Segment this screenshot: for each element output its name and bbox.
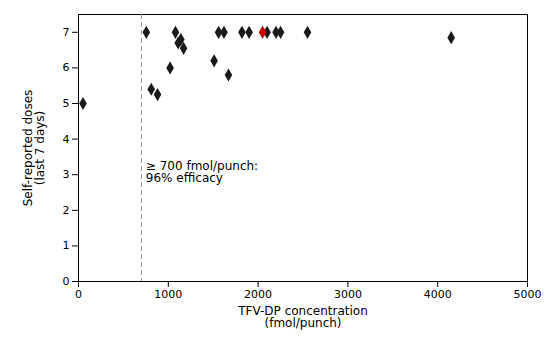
svg-text:1: 1 xyxy=(63,239,70,252)
svg-text:2000: 2000 xyxy=(244,288,272,301)
svg-text:TFV-DP concentration(fmol/punc: TFV-DP concentration(fmol/punch) xyxy=(237,304,367,330)
svg-text:4000: 4000 xyxy=(424,288,452,301)
svg-text:3000: 3000 xyxy=(334,288,362,301)
svg-text:0: 0 xyxy=(75,288,82,301)
svg-text:4: 4 xyxy=(63,133,70,146)
svg-text:1000: 1000 xyxy=(154,288,182,301)
svg-text:0: 0 xyxy=(63,275,70,288)
svg-text:5000: 5000 xyxy=(514,288,542,301)
svg-text:7: 7 xyxy=(63,26,70,39)
svg-text:5: 5 xyxy=(63,97,70,110)
svg-text:Self-reported doses(last 7 day: Self-reported doses(last 7 days) xyxy=(21,90,47,207)
svg-text:2: 2 xyxy=(63,204,70,217)
svg-text:≥ 700 fmol/punch:96% efficacy: ≥ 700 fmol/punch:96% efficacy xyxy=(146,159,258,185)
svg-text:3: 3 xyxy=(63,168,70,181)
svg-text:6: 6 xyxy=(63,61,70,74)
